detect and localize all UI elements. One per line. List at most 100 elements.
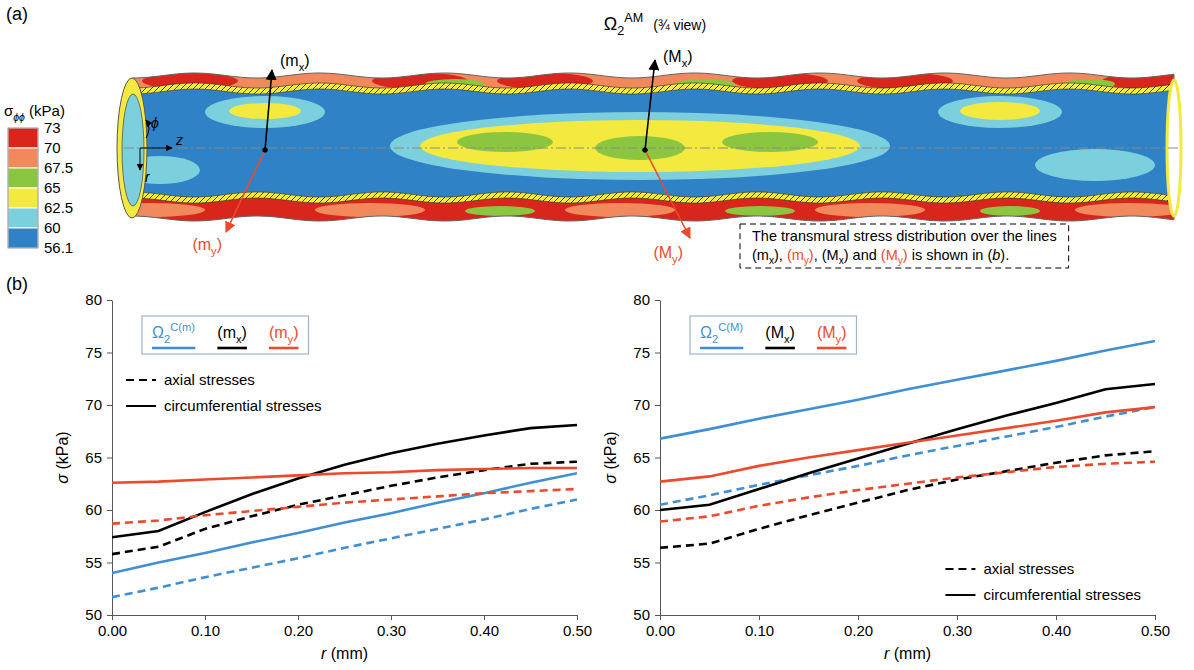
x-tick-mark bbox=[957, 615, 958, 620]
x-tick-mark bbox=[1056, 615, 1057, 620]
coordinate-symbol: z bbox=[175, 132, 183, 148]
lumen-patch bbox=[722, 132, 818, 152]
panel-label: (a) bbox=[6, 4, 28, 24]
y-axis-title: σ (kPa) bbox=[54, 431, 71, 483]
x-tick-mark bbox=[1155, 615, 1156, 620]
y-axis: 50556065707580 bbox=[633, 291, 660, 623]
style-legend: axial stressescircumferential stresses bbox=[126, 371, 322, 414]
y-tick: 55 bbox=[85, 554, 112, 571]
x-tick-label: 0.30 bbox=[377, 622, 406, 639]
y-tick: 65 bbox=[633, 449, 660, 466]
note-text: (mx), (my), (Mx) and (My) is shown in (b… bbox=[752, 247, 1009, 266]
wall-patch bbox=[980, 206, 1040, 216]
x-tick-label: 0.40 bbox=[1042, 622, 1071, 639]
y-tick-label: 65 bbox=[633, 449, 650, 466]
x-tick-label: 0.00 bbox=[98, 622, 127, 639]
y-tick: 65 bbox=[85, 449, 112, 466]
text-part: (M bbox=[817, 324, 836, 341]
y-tick-mark bbox=[107, 458, 112, 459]
text-part: Ω bbox=[700, 324, 712, 341]
legend-frame bbox=[690, 316, 856, 354]
text-part: ) bbox=[687, 48, 692, 65]
colorbar-swatch bbox=[8, 128, 38, 148]
colorbar-tick-label: 67.5 bbox=[44, 159, 73, 176]
x-axis-title: r (mm) bbox=[321, 645, 368, 662]
style-swatch bbox=[126, 405, 156, 407]
text-part: ), bbox=[774, 247, 787, 263]
style-swatch bbox=[945, 568, 975, 570]
artery-opening bbox=[122, 94, 144, 206]
text-part: 2 bbox=[617, 24, 624, 38]
style-label: circumferential stresses bbox=[983, 586, 1141, 603]
legend-frame bbox=[142, 316, 308, 354]
y-tick-mark bbox=[107, 405, 112, 406]
x-tick: 0.00 bbox=[98, 615, 127, 639]
y-tick-label: 65 bbox=[85, 449, 102, 466]
x-tick-label: 0.00 bbox=[646, 622, 675, 639]
y-tick-mark bbox=[655, 615, 660, 616]
colorbar-tick-label: 70 bbox=[44, 139, 61, 156]
series-line bbox=[660, 341, 1155, 439]
lumen-patches bbox=[120, 96, 1155, 184]
lumen-patch bbox=[960, 102, 1040, 120]
text-part: AM bbox=[624, 11, 643, 25]
x-tick: 0.40 bbox=[470, 615, 499, 639]
wall-patch bbox=[725, 206, 795, 216]
legend-label: Ω2C(M) bbox=[700, 321, 743, 345]
text-part: (kPa) bbox=[54, 431, 71, 474]
x-tick-label: 0.10 bbox=[745, 622, 774, 639]
colorbar-tick-label: 65 bbox=[44, 179, 61, 196]
wall-patch bbox=[815, 203, 925, 217]
annotation-label: (my) bbox=[192, 236, 222, 257]
text-part: ) bbox=[242, 324, 247, 341]
y-tick-mark bbox=[655, 563, 660, 564]
text-part: (mm) bbox=[889, 645, 931, 662]
y-tick: 80 bbox=[633, 291, 660, 308]
x-tick: 0.40 bbox=[1042, 615, 1071, 639]
y-tick-mark bbox=[107, 300, 112, 301]
artery-lumen bbox=[132, 89, 1174, 197]
colorbar-swatch bbox=[8, 188, 38, 208]
artery bbox=[95, 60, 1194, 236]
colorbar-swatch bbox=[8, 168, 38, 188]
colorbar-swatch bbox=[8, 148, 38, 168]
x-axis: 0.000.100.200.300.400.50 bbox=[646, 615, 1170, 639]
lumen-patch bbox=[229, 103, 301, 119]
y-tick-label: 55 bbox=[85, 554, 102, 571]
y-tick-label: 75 bbox=[85, 344, 102, 361]
x-tick-label: 0.30 bbox=[943, 622, 972, 639]
y-tick: 70 bbox=[633, 396, 660, 413]
text-part: is shown in ( bbox=[908, 247, 993, 263]
series-line bbox=[112, 462, 577, 554]
y-tick-label: 80 bbox=[85, 291, 102, 308]
annotation-origin bbox=[263, 148, 268, 153]
y-tick-label: 50 bbox=[633, 606, 650, 623]
x-tick: 0.50 bbox=[563, 615, 592, 639]
colorbar-swatch bbox=[8, 208, 38, 228]
y-tick-label: 60 bbox=[85, 501, 102, 518]
text-part: ) bbox=[293, 324, 298, 341]
y-axis-line bbox=[660, 301, 661, 616]
text-part: Ω bbox=[152, 324, 164, 341]
text-part: (m bbox=[752, 247, 769, 263]
y-tick: 60 bbox=[633, 501, 660, 518]
text-part: (m bbox=[280, 52, 299, 69]
y-axis-title: σ (kPa) bbox=[602, 431, 619, 483]
colorbar-tick-label: 56.1 bbox=[44, 239, 73, 256]
style-label: axial stresses bbox=[164, 371, 255, 388]
text-part: (kPa) bbox=[25, 102, 65, 119]
legend-label: (my) bbox=[269, 324, 299, 345]
x-axis-title: r (mm) bbox=[884, 645, 931, 662]
y-tick: 50 bbox=[85, 606, 112, 623]
style-legend: axial stressescircumferential stresses bbox=[945, 560, 1141, 603]
series-line bbox=[112, 489, 577, 524]
y-axis: 50556065707580 bbox=[85, 291, 112, 623]
legend-swatch bbox=[700, 347, 743, 350]
x-axis-line bbox=[661, 615, 1156, 616]
plot-area bbox=[660, 341, 1155, 548]
x-tick: 0.10 bbox=[191, 615, 220, 639]
wall-patch bbox=[1102, 73, 1194, 89]
text-part: (M bbox=[653, 244, 672, 261]
coordinate-arrow bbox=[146, 120, 149, 138]
wall-patch bbox=[95, 203, 205, 217]
